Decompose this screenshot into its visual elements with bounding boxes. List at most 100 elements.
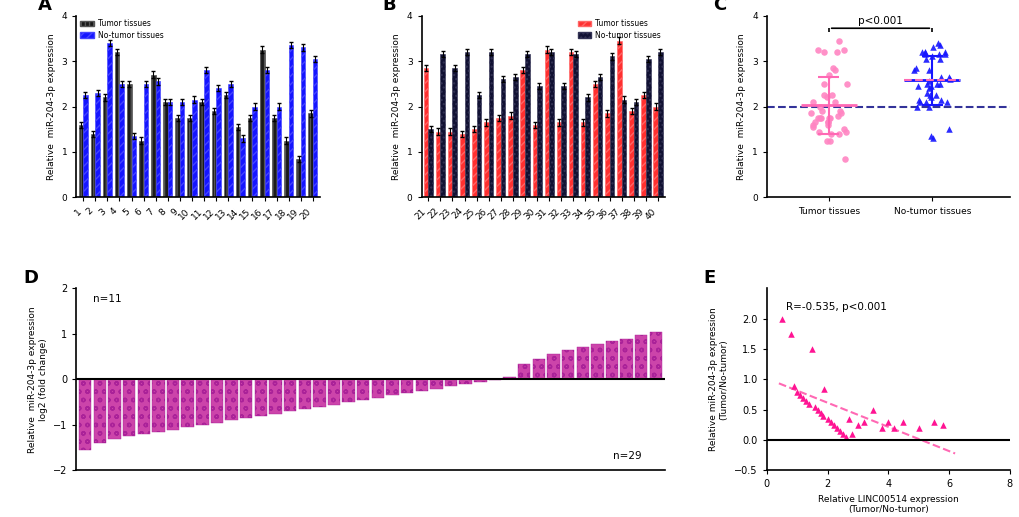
Point bbox=[834, 430, 850, 438]
Point bbox=[835, 125, 851, 133]
Bar bbox=[635, 336, 647, 379]
Bar bbox=[415, 379, 428, 391]
Text: A: A bbox=[38, 0, 51, 14]
Point bbox=[797, 397, 813, 405]
Point bbox=[804, 123, 820, 131]
Point bbox=[843, 430, 859, 438]
Y-axis label: Relative  miR-204-3p expression: Relative miR-204-3p expression bbox=[47, 33, 56, 180]
Bar bbox=[357, 379, 369, 400]
Bar bbox=[151, 74, 156, 197]
Point bbox=[941, 75, 957, 83]
Point bbox=[836, 155, 852, 163]
Bar bbox=[168, 102, 172, 197]
Point bbox=[913, 48, 929, 56]
Bar bbox=[440, 54, 444, 197]
Point bbox=[926, 91, 943, 99]
Point bbox=[917, 55, 933, 63]
Bar bbox=[459, 379, 472, 384]
Point bbox=[802, 109, 818, 117]
Point bbox=[804, 98, 820, 106]
Bar bbox=[126, 84, 131, 197]
Bar bbox=[119, 84, 124, 197]
Point bbox=[921, 132, 937, 140]
Point bbox=[938, 98, 955, 106]
Bar bbox=[500, 79, 505, 197]
X-axis label: Relative LINC00514 expression
(Tumor/No-tumor): Relative LINC00514 expression (Tumor/No-… bbox=[817, 495, 958, 514]
Bar bbox=[269, 379, 281, 414]
Bar bbox=[591, 344, 603, 379]
Text: E: E bbox=[703, 269, 715, 287]
Point bbox=[940, 73, 956, 81]
Bar bbox=[544, 50, 548, 197]
Point bbox=[920, 102, 936, 111]
Bar bbox=[556, 123, 560, 197]
Point bbox=[855, 418, 871, 426]
Point bbox=[932, 96, 949, 104]
Bar bbox=[313, 59, 317, 197]
Bar bbox=[580, 123, 585, 197]
Point bbox=[830, 427, 847, 435]
Point bbox=[930, 50, 947, 58]
Text: C: C bbox=[712, 0, 726, 14]
Bar bbox=[179, 102, 184, 197]
Point bbox=[924, 134, 941, 143]
Point bbox=[827, 424, 844, 432]
Point bbox=[829, 112, 846, 120]
Text: n=29: n=29 bbox=[612, 451, 641, 461]
Text: B: B bbox=[382, 0, 396, 14]
Point bbox=[773, 315, 790, 323]
Bar bbox=[84, 95, 88, 197]
Point bbox=[941, 125, 957, 133]
Bar bbox=[283, 379, 297, 412]
Point bbox=[873, 424, 890, 432]
Point bbox=[811, 114, 827, 122]
Point bbox=[818, 136, 835, 145]
Point bbox=[936, 50, 953, 58]
Bar bbox=[532, 359, 544, 379]
Point bbox=[786, 382, 802, 390]
Bar bbox=[192, 100, 197, 197]
Bar bbox=[123, 379, 136, 436]
Bar bbox=[255, 379, 267, 416]
Bar bbox=[576, 347, 588, 379]
Bar bbox=[115, 52, 119, 197]
Point bbox=[829, 36, 846, 44]
Bar bbox=[342, 379, 355, 402]
Bar bbox=[484, 123, 488, 197]
Bar bbox=[79, 379, 92, 450]
Bar bbox=[301, 48, 305, 197]
Bar bbox=[239, 379, 252, 418]
Bar bbox=[327, 379, 340, 404]
Point bbox=[910, 96, 926, 104]
Bar bbox=[609, 56, 613, 197]
Bar bbox=[240, 139, 245, 197]
Point bbox=[822, 91, 839, 99]
Bar bbox=[276, 107, 281, 197]
Bar bbox=[604, 113, 609, 197]
Point bbox=[813, 107, 829, 115]
Bar bbox=[187, 118, 192, 197]
Bar bbox=[196, 379, 208, 425]
Bar bbox=[518, 363, 530, 379]
Bar bbox=[476, 95, 481, 197]
Y-axis label: Relative  miR-204-3p expression: Relative miR-204-3p expression bbox=[737, 33, 746, 180]
Bar bbox=[288, 45, 293, 197]
Point bbox=[922, 52, 938, 60]
Bar bbox=[657, 52, 662, 197]
Point bbox=[933, 421, 950, 429]
Point bbox=[821, 130, 838, 138]
Bar bbox=[435, 131, 440, 197]
Point bbox=[809, 45, 825, 54]
Point bbox=[836, 45, 852, 54]
Point bbox=[916, 48, 932, 56]
Bar bbox=[569, 52, 573, 197]
Point bbox=[830, 130, 847, 138]
Point bbox=[826, 66, 843, 74]
Bar bbox=[95, 93, 100, 197]
Point bbox=[905, 66, 921, 74]
Point bbox=[820, 114, 837, 122]
Point bbox=[806, 403, 822, 411]
Bar bbox=[428, 129, 432, 197]
Point bbox=[819, 118, 836, 127]
Bar bbox=[313, 379, 325, 407]
